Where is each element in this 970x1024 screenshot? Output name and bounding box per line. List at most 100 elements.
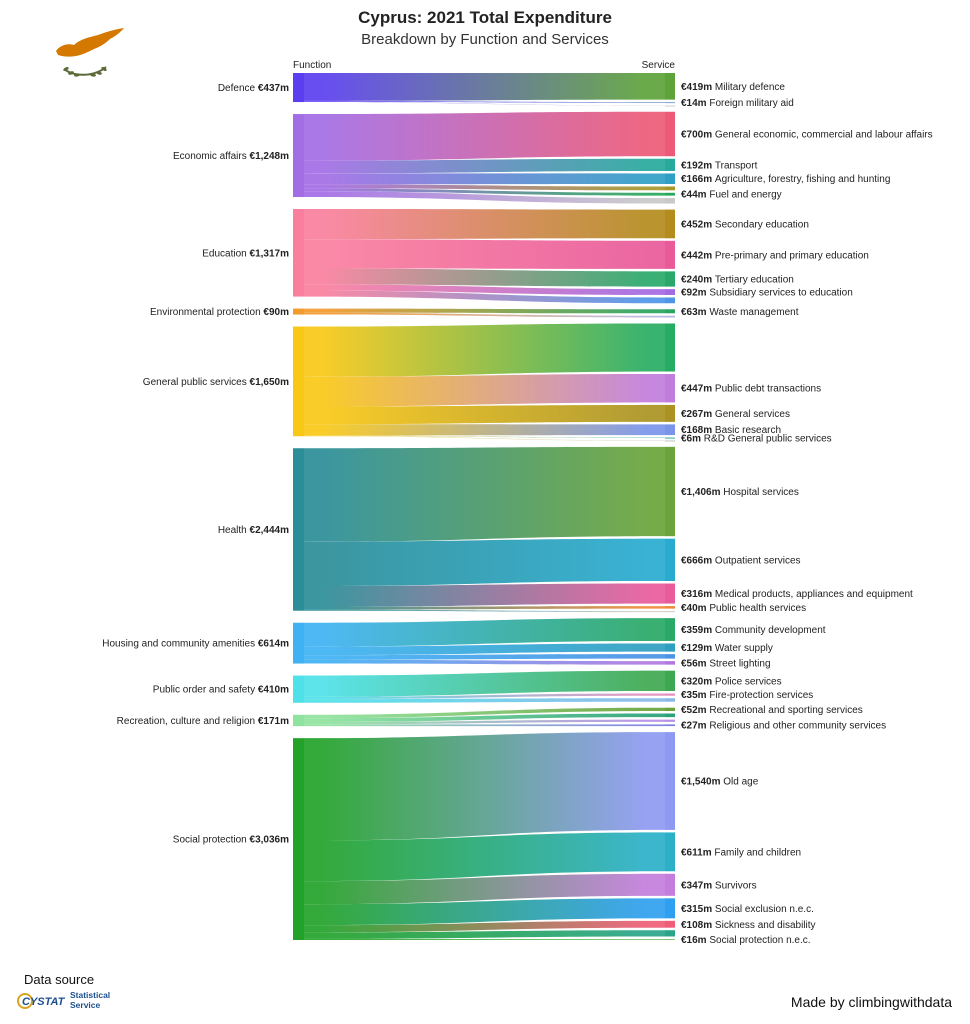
function-label-housing-and-community-amenities: Housing and community amenities €614m [102, 639, 289, 650]
service-label-basic-research: €168m Basic research [681, 425, 781, 436]
flow-link-general-public-services-public-debt-transactions [304, 374, 665, 407]
service-node-religious-and-other-community-services [665, 724, 675, 727]
service-node-r-d-general-public-services [665, 437, 675, 439]
service-label-name: Hospital services [723, 487, 799, 498]
service-label-foreign-military-aid: €14m Foreign military aid [681, 98, 794, 109]
service-label-name: R&D General public services [704, 433, 832, 444]
service-label-name: Foreign military aid [709, 98, 793, 109]
flow-link-recreation-culture-and-religion-recreational-and-sporting-services [304, 707, 665, 719]
service-label-name: Waste management [709, 307, 798, 318]
flow-link-education-secondary-education [304, 209, 665, 240]
flow-link-defence-unlabeled [304, 101, 665, 106]
flow-link-social-protection-old-age [304, 732, 665, 841]
sankey-links [304, 73, 665, 940]
data-source-label: Data source [24, 972, 95, 987]
service-label-water-supply: €129m Water supply [681, 643, 773, 654]
service-label-name: Secondary education [715, 219, 809, 230]
service-label-value: €347m [681, 880, 715, 891]
service-node-unlabeled [665, 105, 675, 107]
service-label-general-economic-commercial-and-labour-affairs: €700m General economic, commercial and l… [681, 130, 933, 141]
service-node-unlabeled [665, 611, 675, 613]
service-label-name: Tertiary education [715, 275, 794, 286]
service-label-value: €700m [681, 130, 715, 141]
service-label-waste-management: €63m Waste management [681, 307, 799, 318]
right-axis-header: Service [642, 60, 676, 71]
flow-link-recreation-culture-and-religion-religious-and-other-community-services [304, 724, 665, 727]
service-label-name: Agriculture, forestry, fishing and hunti… [715, 174, 890, 185]
flow-link-social-protection-family-and-children [304, 832, 665, 882]
service-label-religious-and-other-community-services: €27m Religious and other community servi… [681, 721, 886, 732]
function-label-public-order-and-safety: Public order and safety €410m [153, 685, 289, 696]
service-label-value: €40m [681, 603, 709, 614]
service-label-hospital-services: €1,406m Hospital services [681, 487, 799, 498]
service-node-subsidiary-services-to-education [665, 289, 675, 295]
flow-link-defence-military-defence [304, 73, 665, 101]
service-node-general-economic-commercial-and-labour-affairs [665, 111, 675, 157]
function-label-name: Defence [218, 83, 258, 94]
service-label-name: Water supply [715, 643, 773, 654]
service-label-value: €44m [681, 190, 709, 201]
service-node-unlabeled [665, 440, 675, 442]
cystat-name-line1: Statistical [70, 990, 111, 1000]
flow-link-housing-and-community-amenities-community-development [304, 618, 665, 647]
service-label-street-lighting: €56m Street lighting [681, 658, 771, 669]
service-label-subsidiary-services-to-education: €92m Subsidiary services to education [681, 288, 853, 299]
flow-link-recreation-culture-and-religion-unlabeled [304, 719, 665, 725]
service-label-fire-protection-services: €35m Fire-protection services [681, 690, 813, 701]
function-label-defence: Defence €437m [218, 83, 289, 94]
flow-link-general-public-services-general-services [304, 404, 665, 425]
service-label-value: €35m [681, 690, 709, 701]
function-label-health: Health €2,444m [218, 525, 289, 536]
service-node-fuel-and-energy [665, 192, 675, 196]
service-node-general-services [665, 404, 675, 422]
function-label-value: €1,248m [250, 151, 290, 162]
service-label-fuel-and-energy: €44m Fuel and energy [681, 190, 782, 201]
service-label-medical-products-appliances-and-equipment: €316m Medical products, appliances and e… [681, 589, 913, 600]
function-node-health [293, 448, 304, 611]
flow-link-economic-affairs-transport [304, 158, 665, 174]
function-label-name: Economic affairs [173, 151, 250, 162]
flow-link-economic-affairs-fuel-and-energy [304, 188, 665, 196]
service-node-transport [665, 158, 675, 171]
service-node-unlabeled [665, 198, 675, 204]
function-node-defence [293, 73, 304, 103]
function-node-public-order-and-safety [293, 675, 304, 703]
cystat-name: Statistical Service [70, 990, 110, 1010]
flow-link-health-medical-products-appliances-and-equipment [304, 583, 665, 608]
function-node-housing-and-community-amenities [293, 622, 304, 664]
service-node-unlabeled [665, 186, 675, 191]
made-by-credit: Made by climbingwithdata [790, 994, 952, 1010]
function-label-name: Public order and safety [153, 685, 258, 696]
function-label-value: €410m [258, 685, 289, 696]
service-node-unlabeled [665, 315, 675, 318]
flow-link-public-order-and-safety-unlabeled [304, 698, 665, 703]
function-label-value: €437m [258, 83, 289, 94]
service-label-value: €168m [681, 425, 715, 436]
service-label-name: Basic research [715, 425, 781, 436]
function-label-value: €2,444m [250, 525, 290, 536]
left-axis-header: Function [293, 60, 331, 71]
service-label-recreational-and-sporting-services: €52m Recreational and sporting services [681, 705, 863, 716]
service-label-tertiary-education: €240m Tertiary education [681, 275, 794, 286]
function-node-economic-affairs [293, 114, 304, 198]
service-label-transport: €192m Transport [681, 160, 758, 171]
service-label-value: €359m [681, 625, 715, 636]
function-label-value: €171m [258, 716, 289, 727]
service-label-value: €108m [681, 920, 715, 931]
service-node-recreational-and-sporting-services [665, 707, 675, 712]
cystat-logo-icon: CYSTAT [17, 993, 66, 1009]
chart-subtitle: Breakdown by Function and Services [361, 31, 609, 48]
function-label-name: Environmental protection [150, 307, 263, 318]
flow-link-public-order-and-safety-fire-protection-services [304, 693, 665, 700]
service-label-value: €447m [681, 384, 715, 395]
service-node-outpatient-services [665, 538, 675, 581]
sankey-labels: Function Service Defence €437m €419m Milita… [102, 60, 932, 946]
service-label-value: €611m [681, 847, 714, 858]
service-label-value: €14m [681, 98, 709, 109]
flow-link-economic-affairs-unlabeled [304, 184, 665, 191]
flow-link-housing-and-community-amenities-unlabeled [304, 654, 665, 660]
flow-link-general-public-services-r-d-general-public-services [304, 435, 665, 438]
service-node-basic-research [665, 424, 675, 436]
service-node-hospital-services [665, 446, 675, 537]
